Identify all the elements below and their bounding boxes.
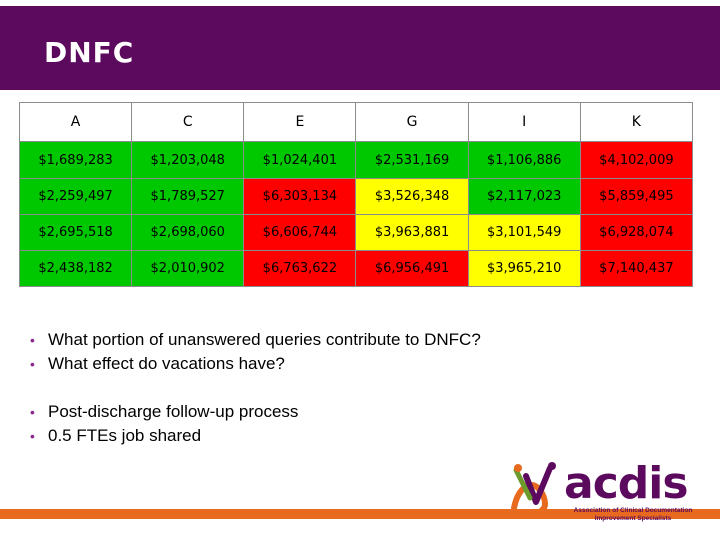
bullet-list-actions: • Post-discharge follow-up process • 0.5… (30, 400, 298, 448)
table-row: $2,259,497 $1,789,527 $6,303,134 $3,526,… (18, 178, 694, 215)
bullet-icon: • (30, 356, 35, 372)
column-header: G (355, 102, 469, 142)
table-cell: $5,859,495 (579, 178, 694, 215)
table-cell: $2,531,169 (355, 141, 469, 179)
list-item: • Post-discharge follow-up process (30, 400, 298, 424)
table-cell: $2,259,497 (18, 178, 133, 215)
table-cell: $1,106,886 (467, 141, 581, 179)
list-item-text: What portion of unanswered queries contr… (48, 330, 481, 349)
list-item-text: Post-discharge follow-up process (48, 402, 299, 421)
list-item-text: 0.5 FTEs job shared (48, 426, 202, 445)
table-cell: $2,438,182 (18, 250, 133, 287)
bullet-list-questions: • What portion of unanswered queries con… (30, 328, 481, 376)
acdis-logo: acdis Association of Clinical Documentat… (508, 458, 708, 528)
table-row: $1,689,283 $1,203,048 $1,024,401 $2,531,… (18, 141, 694, 179)
list-item-text: What effect do vacations have? (48, 354, 285, 373)
table-row: $2,438,182 $2,010,902 $6,763,622 $6,956,… (18, 250, 694, 287)
table-cell: $6,606,744 (243, 214, 357, 251)
table-cell: $3,963,881 (355, 214, 469, 251)
logo-wordmark: acdis (564, 458, 689, 509)
table-cell: $6,928,074 (579, 214, 694, 251)
column-header: I (467, 102, 581, 142)
bullet-icon: • (30, 428, 35, 444)
table-cell: $3,965,210 (467, 250, 581, 287)
title-bar: DNFC (0, 6, 720, 90)
list-item: • What portion of unanswered queries con… (30, 328, 481, 352)
table-cell: $3,526,348 (355, 178, 469, 215)
footer-stripe (0, 509, 720, 519)
table-cell: $3,101,549 (467, 214, 581, 251)
list-item: • 0.5 FTEs job shared (30, 424, 298, 448)
table-cell: $6,763,622 (243, 250, 357, 287)
dnfc-table: A C E G I K $1,689,283 $1,203,048 $1,024… (18, 102, 694, 287)
table-cell: $4,102,009 (579, 141, 694, 179)
table-cell: $6,956,491 (355, 250, 469, 287)
table-cell: $1,789,527 (131, 178, 245, 215)
table-cell: $7,140,437 (579, 250, 694, 287)
column-header: C (131, 102, 245, 142)
table-cell: $2,695,518 (18, 214, 133, 251)
acdis-emblem-icon (511, 462, 556, 513)
table-cell: $2,698,060 (131, 214, 245, 251)
table-row: $2,695,518 $2,698,060 $6,606,744 $3,963,… (18, 214, 694, 251)
list-item: • What effect do vacations have? (30, 352, 481, 376)
column-header: K (579, 102, 694, 142)
table-cell: $2,117,023 (467, 178, 581, 215)
logo-subtitle: Association of Clinical Documentation Im… (573, 507, 693, 522)
column-header: E (243, 102, 357, 142)
table-cell: $1,203,048 (131, 141, 245, 179)
bullet-icon: • (30, 332, 35, 348)
bullet-icon: • (30, 404, 35, 420)
table-cell: $1,024,401 (243, 141, 357, 179)
slide-title: DNFC (44, 36, 135, 69)
column-header: A (18, 102, 133, 142)
table-cell: $2,010,902 (131, 250, 245, 287)
table-cell: $6,303,134 (243, 178, 357, 215)
table-cell: $1,689,283 (18, 141, 133, 179)
table-header-row: A C E G I K (18, 102, 694, 142)
